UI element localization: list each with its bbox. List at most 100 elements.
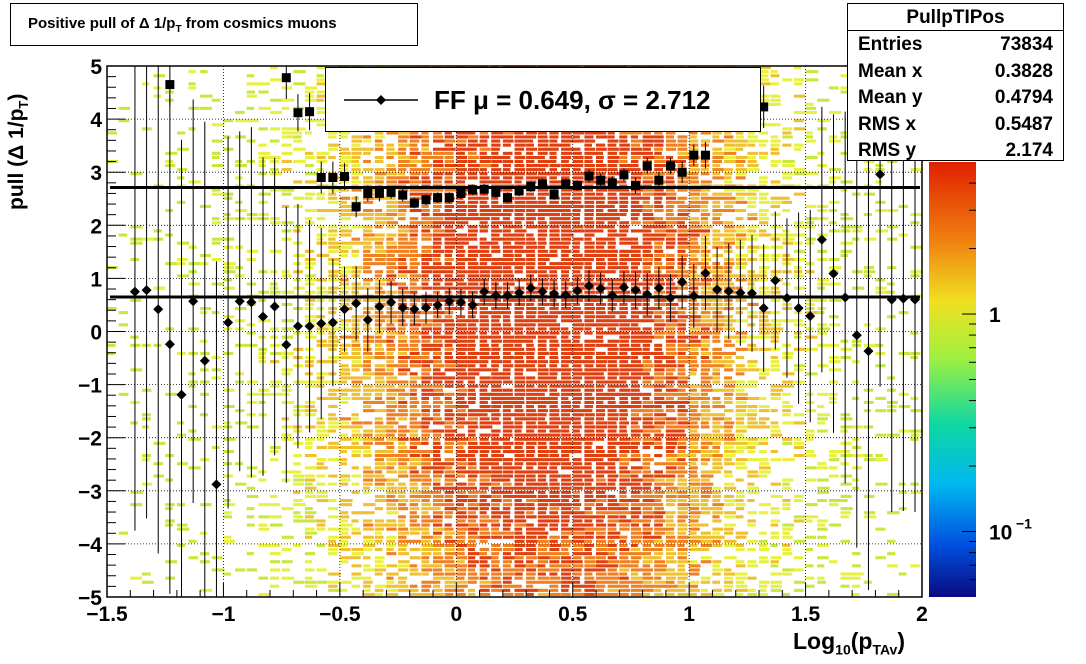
heatmap-cell <box>421 172 429 176</box>
heatmap-cell <box>619 270 630 274</box>
heatmap-cell <box>596 351 606 355</box>
heatmap-cell <box>363 450 372 454</box>
heatmap-cell <box>514 209 526 213</box>
heatmap-cell <box>374 396 383 400</box>
heatmap-cell <box>759 327 771 331</box>
heatmap-cell <box>759 335 770 339</box>
heatmap-cell <box>479 213 492 217</box>
heatmap-cell <box>712 172 721 176</box>
heatmap-cell <box>491 356 500 360</box>
heatmap-cell <box>677 360 691 364</box>
heatmap-cell <box>258 143 267 147</box>
heatmap-cell <box>700 543 712 547</box>
heatmap-cell <box>467 564 477 568</box>
heatmap-cell <box>630 458 641 462</box>
heatmap-cell <box>642 519 651 523</box>
heatmap-cell <box>526 388 539 392</box>
heatmap-cell <box>770 458 782 462</box>
heatmap-cell <box>549 327 561 331</box>
heatmap-cell <box>689 204 701 208</box>
heatmap-cell <box>433 151 445 155</box>
heatmap-cell <box>561 258 572 262</box>
heatmap-cell <box>409 155 418 159</box>
heatmap-cell <box>677 588 686 592</box>
heatmap-cell <box>467 286 481 290</box>
heatmap-cell <box>421 270 433 274</box>
heatmap-cell <box>700 315 711 319</box>
heatmap-cell <box>258 106 271 110</box>
heatmap-cell <box>596 323 608 327</box>
heatmap-cell <box>596 535 606 539</box>
heatmap-cell <box>374 564 385 568</box>
heatmap-cell <box>398 466 411 470</box>
heatmap-cell <box>654 241 663 245</box>
heatmap-cell <box>607 266 620 270</box>
heatmap-cell <box>456 262 465 266</box>
heatmap-cell <box>654 168 663 172</box>
heatmap-cell <box>491 576 501 580</box>
heatmap-cell <box>433 159 444 163</box>
heatmap-cell <box>526 384 535 388</box>
heatmap-cell <box>211 425 223 429</box>
heatmap-cell <box>398 176 409 180</box>
heatmap-cell <box>304 519 318 523</box>
heatmap-cell <box>339 368 351 372</box>
heatmap-cell <box>630 262 640 266</box>
heatmap-cell <box>246 213 258 217</box>
heatmap-cell <box>665 258 675 262</box>
heatmap-cell <box>270 282 278 286</box>
heatmap-cell <box>502 515 510 519</box>
heatmap-cell <box>537 482 548 486</box>
heatmap-cell <box>712 351 725 355</box>
heatmap-cell <box>304 511 317 515</box>
heatmap-cell <box>561 196 571 200</box>
heatmap-cell <box>398 568 409 572</box>
heatmap-cell <box>665 343 676 347</box>
heatmap-cell <box>386 168 397 172</box>
heatmap-cell <box>479 466 489 470</box>
heatmap-cell <box>747 592 757 596</box>
heatmap-cell <box>502 204 515 208</box>
heatmap-cell <box>479 523 488 527</box>
heatmap-cell <box>584 519 593 523</box>
heatmap-cell <box>363 168 374 172</box>
heatmap-cell <box>444 523 452 527</box>
heatmap-cell <box>502 168 511 172</box>
heatmap-cell <box>351 474 362 478</box>
heatmap-cell <box>421 486 430 490</box>
heatmap-cell <box>409 151 421 155</box>
heatmap-cell <box>712 376 721 380</box>
heatmap-cell <box>759 543 767 547</box>
heatmap-cell <box>724 409 734 413</box>
heatmap-cell <box>479 548 490 552</box>
heatmap-cell <box>304 466 318 470</box>
heatmap-cell <box>630 490 641 494</box>
heatmap-cell <box>409 225 419 229</box>
heatmap-cell <box>479 217 490 221</box>
heatmap-cell <box>409 327 419 331</box>
heatmap-cell <box>409 515 420 519</box>
heatmap-cell <box>479 535 491 539</box>
heatmap-cell <box>165 233 173 237</box>
heatmap-cell <box>398 474 409 478</box>
heatmap-cell <box>584 425 596 429</box>
heatmap-cell <box>444 588 458 592</box>
heatmap-cell <box>654 388 662 392</box>
heatmap-cell <box>619 535 628 539</box>
heatmap-cell <box>270 543 281 547</box>
heatmap-cell <box>724 421 735 425</box>
heatmap-cell <box>514 343 522 347</box>
heatmap-cell <box>258 335 267 339</box>
heatmap-cell <box>374 274 382 278</box>
heatmap-cell <box>724 196 736 200</box>
heatmap-cell <box>223 539 235 543</box>
heatmap-cell <box>642 437 655 441</box>
heatmap-cell <box>700 421 709 425</box>
heatmap-cell <box>619 474 632 478</box>
heatmap-cell <box>514 323 527 327</box>
heatmap-cell <box>735 417 745 421</box>
heatmap-cell <box>561 490 571 494</box>
heatmap-cell <box>619 478 630 482</box>
heatmap-cell <box>654 482 667 486</box>
heatmap-cell <box>363 278 374 282</box>
